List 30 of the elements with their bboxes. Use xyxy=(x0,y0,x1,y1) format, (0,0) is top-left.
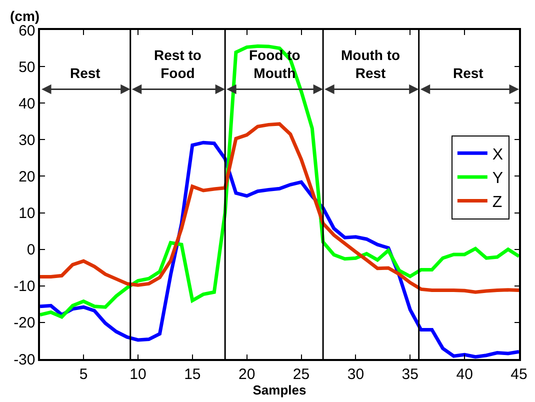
x-axis-title: Samples xyxy=(252,382,306,398)
annotation: Rest xyxy=(70,65,101,81)
line-series xyxy=(40,44,519,319)
annotation: Rest to Food xyxy=(154,47,202,82)
y-tick-label: 30 xyxy=(18,132,36,149)
annotation: Rest xyxy=(453,65,484,81)
legend-label: X xyxy=(492,146,504,164)
x-tick-label: 45 xyxy=(510,366,528,383)
x-tick-label: 30 xyxy=(347,366,364,383)
y-tick-label: 20 xyxy=(18,168,36,186)
x-tick-label: 20 xyxy=(238,366,256,383)
y-tick-label: 10 xyxy=(18,205,36,222)
x-tick-label: 40 xyxy=(456,366,473,383)
y-tick-label: 50 xyxy=(18,58,36,76)
y-tick-label: -10 xyxy=(14,278,36,296)
x-tick-label: 35 xyxy=(402,366,418,383)
legend-label: Y xyxy=(492,170,504,188)
legend-label: Z xyxy=(492,194,502,212)
y-tick-label: -20 xyxy=(14,314,36,332)
y-tick-label: -30 xyxy=(14,351,36,368)
x-tick-label: 5 xyxy=(79,366,88,383)
x-tick-label: 10 xyxy=(130,366,146,383)
x-tick-label: 15 xyxy=(184,366,201,383)
x-tick-label: 25 xyxy=(292,366,310,383)
y-axis-title: (cm) xyxy=(10,8,40,24)
annotation: Mouth to Rest xyxy=(341,47,400,82)
y-tick-label: 60 xyxy=(18,22,36,40)
y-tick-label: 0 xyxy=(26,242,36,259)
line-series xyxy=(40,122,519,294)
y-tick-label: 40 xyxy=(18,95,36,112)
